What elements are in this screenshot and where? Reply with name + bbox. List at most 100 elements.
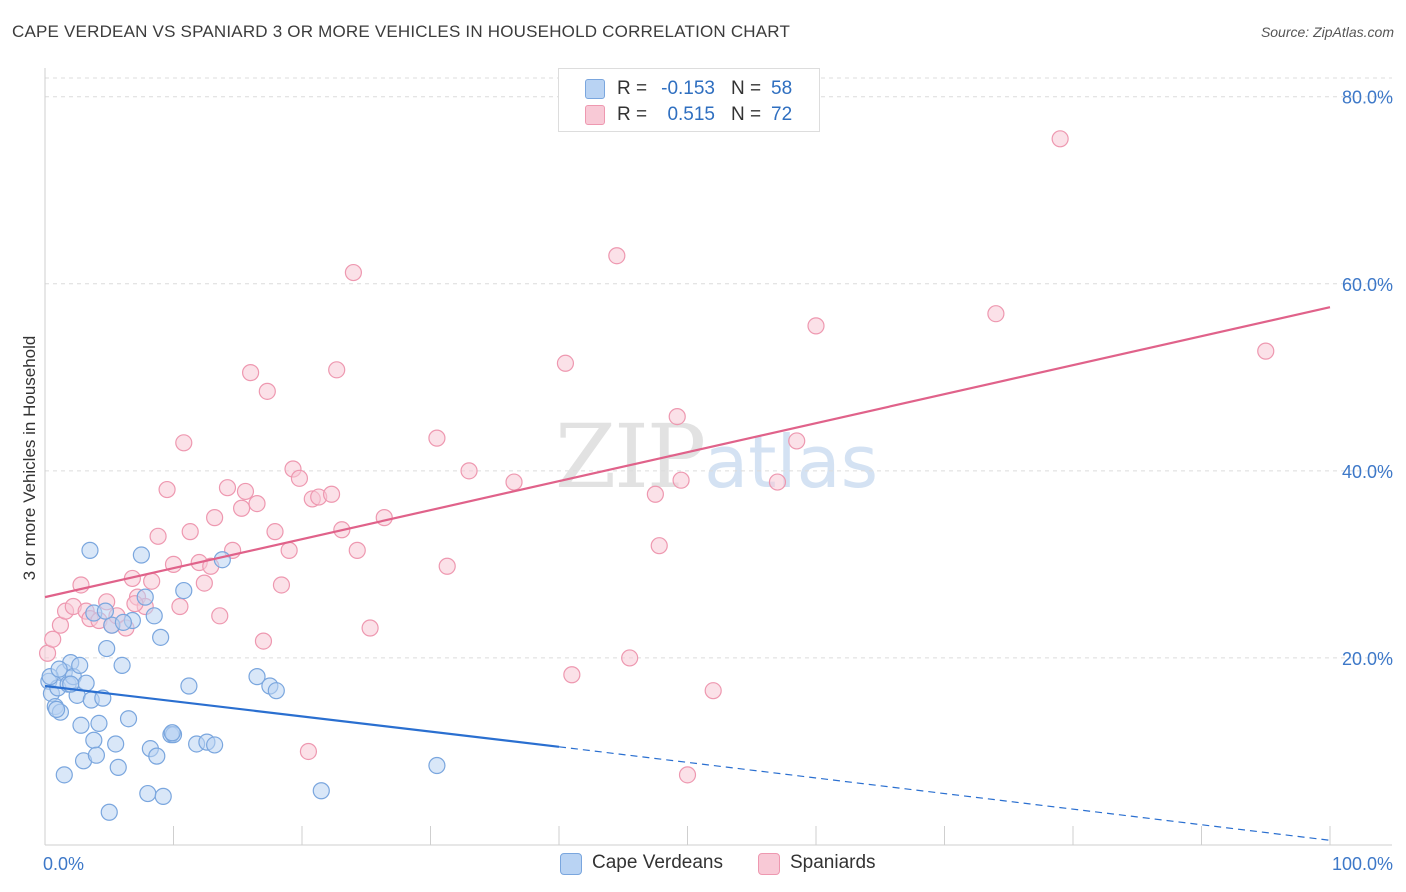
legend-r-label: R = [617, 104, 648, 125]
spaniard-point [218, 479, 237, 497]
spaniard-point [621, 649, 639, 667]
cape-verdean-point [132, 546, 150, 564]
cape-verdean-point [50, 660, 68, 678]
legend-r-value: 0.515 [667, 104, 715, 125]
spaniard-point [143, 572, 161, 590]
spaniard-point [236, 482, 255, 501]
spaniard-point [44, 630, 62, 648]
y-axis-label: 3 or more Vehicles in Household [20, 335, 39, 581]
cape-verdean-point [55, 766, 73, 784]
spaniard-point [242, 364, 260, 382]
cape-verdean-point [148, 747, 166, 765]
legend-n-value: 58 [771, 78, 793, 99]
source-credit: Source: ZipAtlas.com [1260, 24, 1394, 40]
cape-verdean-point [139, 784, 157, 803]
series-swatch-pink [758, 853, 780, 875]
spaniard-point [438, 557, 456, 575]
y-tick-label: 20.0% [1342, 649, 1393, 669]
spaniard-point [672, 471, 690, 489]
legend-r-label: R = [617, 78, 648, 99]
legend-swatch-pink [585, 105, 605, 125]
cape-verdean-point [98, 639, 116, 658]
spaniards-trend-line [44, 306, 1331, 599]
cape-verdean-point [96, 602, 114, 620]
cape-verdean-point [119, 710, 138, 728]
legend-row-cape-verdeans: R = -0.153 N = 58 [559, 75, 819, 101]
x-tick-label-min: 0.0% [43, 854, 84, 874]
spaniard-point [290, 469, 309, 487]
legend-n-value: 72 [771, 104, 793, 125]
cape-verdean-point [85, 731, 103, 749]
cape-verdean-point [206, 736, 224, 754]
spaniard-point [807, 317, 825, 335]
cape-verdean-point [114, 613, 132, 631]
cape-verdeans-trend-line [44, 684, 560, 748]
spaniard-point [266, 523, 284, 541]
spaniard-point [181, 523, 199, 541]
cape-verdean-point [87, 746, 106, 764]
spaniard-point [668, 408, 686, 426]
cape-verdean-point [136, 588, 154, 606]
cape-verdean-point [107, 735, 125, 753]
spaniard-point [556, 354, 575, 372]
cape-verdeans-points [40, 541, 446, 821]
spaniard-point [258, 382, 276, 400]
spaniard-point [322, 485, 341, 503]
spaniard-point [608, 247, 626, 265]
series-label: Cape Verdeans [592, 852, 723, 873]
spaniard-point [280, 541, 298, 559]
spaniard-point [171, 597, 189, 616]
cape-verdean-point [152, 628, 170, 646]
series-label: Spaniards [790, 852, 876, 873]
spaniard-point [1257, 342, 1275, 360]
series-legend: Cape Verdeans Spaniards [0, 852, 1406, 878]
legend-row-spaniards: R = 0.515 N = 72 [559, 101, 819, 127]
y-tick-label: 40.0% [1342, 462, 1393, 482]
cape-verdean-point [90, 714, 108, 733]
spaniard-point [299, 742, 318, 761]
cape-verdean-point [72, 716, 90, 734]
spaniard-point [211, 607, 229, 625]
spaniard-point [254, 632, 273, 650]
legend-n-label: N = [731, 78, 762, 99]
cape-verdean-point [81, 541, 99, 559]
spaniard-point [646, 485, 664, 503]
spaniard-point [328, 361, 346, 379]
series-swatch-blue [560, 853, 582, 875]
spaniard-point [361, 619, 379, 637]
cape-verdean-point [248, 668, 266, 686]
axes [44, 68, 1392, 846]
spaniard-point [768, 473, 787, 491]
cape-verdean-point [47, 700, 66, 718]
spaniard-point [460, 462, 478, 480]
spaniard-point [650, 537, 668, 555]
cape-verdeans-trend-extension [558, 746, 1331, 841]
spaniard-point [788, 432, 806, 450]
spaniard-point [987, 305, 1005, 323]
cape-verdean-point [163, 724, 181, 742]
cape-verdean-point [428, 756, 446, 775]
spaniard-point [206, 509, 224, 527]
cape-verdean-point [180, 677, 198, 695]
spaniards-points [38, 130, 1275, 784]
spaniard-point [428, 429, 446, 447]
spaniard-point [248, 494, 266, 513]
cape-verdean-point [154, 787, 172, 805]
chart-title: CAPE VERDEAN VS SPANIARD 3 OR MORE VEHIC… [12, 22, 791, 41]
spaniard-point [348, 541, 366, 559]
spaniard-point [233, 499, 251, 517]
spaniard-point [149, 527, 167, 545]
trend-lines [44, 306, 1331, 841]
cape-verdean-point [71, 656, 89, 675]
tick-labels: 20.0% 40.0% 60.0% 80.0% 0.0% 100.0% [43, 88, 1393, 874]
cape-verdean-point [100, 803, 118, 821]
spaniard-point [375, 509, 393, 527]
legend-swatch-blue [585, 79, 605, 99]
legend-n-label: N = [731, 104, 762, 125]
spaniard-point [175, 434, 193, 452]
spaniard-point [678, 766, 697, 784]
spaniard-point [1051, 130, 1069, 148]
spaniard-point [158, 480, 176, 499]
spaniard-point [195, 574, 213, 592]
